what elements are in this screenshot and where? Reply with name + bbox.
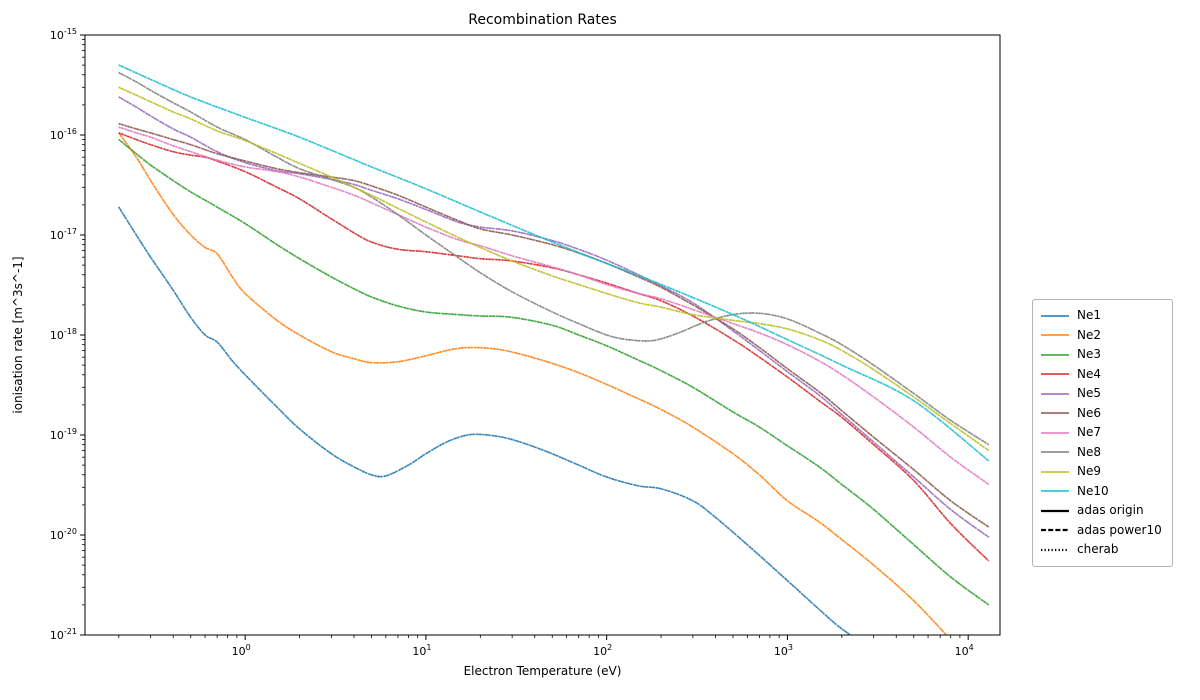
- legend-item-adas-power10: adas power10: [1041, 521, 1162, 541]
- legend-item-ne7-label: Ne7: [1077, 425, 1101, 439]
- legend-item-ne8-label: Ne8: [1077, 444, 1101, 459]
- legend-item-cherab: cherab: [1041, 540, 1162, 560]
- legend-item-ne4-line-sample: [1041, 373, 1069, 376]
- legend-item-ne10-label: Ne10: [1077, 483, 1109, 498]
- series-ne3: [118, 138, 990, 606]
- x-tick-label-1e3: 103: [774, 643, 793, 658]
- legend-item-ne5-line-sample: [1041, 392, 1069, 395]
- series-ne8: [118, 71, 990, 446]
- legend-item-adas-origin-line-sample: [1041, 509, 1069, 512]
- legend-item-ne7: Ne7: [1041, 423, 1162, 443]
- legend: Ne1 Ne2 Ne3 Ne4 Ne5 Ne6 Ne7 Ne8 Ne9 Ne10 adas orig…: [1032, 299, 1173, 567]
- legend-item-ne3-line-sample: [1041, 353, 1069, 356]
- legend-item-adas-power10-line-sample: [1041, 529, 1069, 532]
- x-axis-label: Electron Temperature (eV): [463, 664, 622, 678]
- series-ne6: [118, 122, 990, 528]
- legend-item-ne2-line-sample: [1041, 334, 1069, 337]
- legend-item-ne5-label: Ne5: [1077, 386, 1101, 400]
- legend-item-adas-power10-label: adas power10: [1077, 522, 1162, 537]
- legend-item-ne4-label: Ne4: [1077, 366, 1101, 381]
- legend-item-adas-origin-label: adas origin: [1077, 503, 1144, 517]
- legend-item-ne5: Ne5: [1041, 384, 1162, 404]
- legend-item-ne1-line-sample: [1041, 314, 1069, 317]
- y-tick-label-1e-20: 10-20: [50, 527, 77, 542]
- legend-item-cherab-label: cherab: [1077, 542, 1119, 556]
- axes-frame: [84, 34, 1001, 636]
- series-ne9: [118, 86, 990, 452]
- x-tick-label-1e1: 101: [412, 643, 431, 658]
- y-tick-label-1e-18: 10-18: [50, 327, 77, 342]
- y-tick-label-1e-16: 10-16: [50, 127, 77, 142]
- series-ne7: [118, 126, 990, 486]
- legend-item-ne10-line-sample: [1041, 490, 1069, 493]
- tick-marks: [80, 34, 969, 640]
- y-tick-label-1e-21: 10-21: [50, 627, 77, 642]
- legend-item-ne10: Ne10: [1041, 482, 1162, 502]
- x-tick-label-1e2: 102: [593, 643, 612, 658]
- tick-labels: 100 101 102 103 104 10-15 10-16 10-17 10-18 10-19…: [50, 27, 974, 658]
- legend-item-ne6: Ne6: [1041, 404, 1162, 424]
- chart-title: Recombination Rates: [468, 12, 617, 28]
- series-ne2: [118, 132, 948, 635]
- legend-item-ne2: Ne2: [1041, 326, 1162, 346]
- x-tick-label-1e0: 100: [232, 643, 251, 658]
- legend-item-ne8: Ne8: [1041, 443, 1162, 463]
- legend-item-ne9: Ne9: [1041, 462, 1162, 482]
- legend-item-ne7-line-sample: [1041, 431, 1069, 434]
- y-tick-label-1e-17: 10-17: [50, 227, 77, 242]
- series-ne10: [118, 64, 990, 462]
- legend-item-ne3: Ne3: [1041, 345, 1162, 365]
- series-ne1: [118, 206, 852, 635]
- legend-item-ne2-label: Ne2: [1077, 327, 1101, 342]
- legend-item-ne8-line-sample: [1041, 451, 1069, 454]
- legend-item-ne6-label: Ne6: [1077, 405, 1101, 420]
- y-tick-label-1e-15: 10-15: [50, 27, 77, 42]
- legend-item-ne1: Ne1: [1041, 306, 1162, 326]
- legend-item-cherab-line-sample: [1041, 548, 1069, 551]
- x-tick-label-1e4: 104: [955, 643, 974, 658]
- y-tick-label-1e-19: 10-19: [50, 427, 77, 442]
- legend-item-adas-origin: adas origin: [1041, 501, 1162, 521]
- legend-item-ne9-label: Ne9: [1077, 464, 1101, 478]
- legend-item-ne4: Ne4: [1041, 365, 1162, 385]
- legend-item-ne9-line-sample: [1041, 470, 1069, 473]
- y-axis-label: ionisation rate [m^3s^-1]: [11, 256, 25, 414]
- legend-item-ne1-label: Ne1: [1077, 308, 1101, 322]
- legend-item-ne6-line-sample: [1041, 412, 1069, 415]
- series-ne5: [118, 96, 990, 538]
- legend-item-ne3-label: Ne3: [1077, 347, 1101, 361]
